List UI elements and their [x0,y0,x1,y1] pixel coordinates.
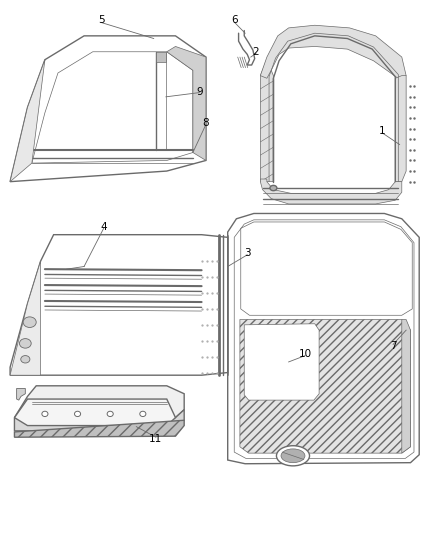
Text: 1: 1 [379,126,385,136]
Polygon shape [402,319,410,453]
Text: 2: 2 [253,47,259,56]
Ellipse shape [19,338,31,348]
Ellipse shape [74,411,81,417]
Polygon shape [260,60,273,182]
Text: 10: 10 [299,349,312,359]
Polygon shape [244,324,319,400]
Text: 6: 6 [231,15,237,25]
Polygon shape [156,52,166,62]
Text: 3: 3 [244,248,251,259]
Text: 7: 7 [390,341,396,351]
Polygon shape [395,76,406,182]
Text: 8: 8 [203,118,209,128]
Polygon shape [14,410,184,431]
Polygon shape [14,420,184,437]
Ellipse shape [21,356,30,363]
Ellipse shape [281,449,305,463]
Polygon shape [260,179,402,204]
Ellipse shape [276,446,310,466]
Text: 5: 5 [98,15,105,25]
Polygon shape [14,399,176,425]
Text: 4: 4 [100,222,107,232]
Ellipse shape [42,411,48,417]
Polygon shape [17,389,25,400]
Polygon shape [167,46,206,160]
Ellipse shape [140,411,146,417]
Ellipse shape [107,411,113,417]
Polygon shape [260,25,406,81]
Polygon shape [10,60,45,182]
Ellipse shape [23,317,36,327]
Polygon shape [14,386,184,418]
Text: 11: 11 [149,434,162,444]
Ellipse shape [270,185,277,191]
Polygon shape [240,319,410,453]
Polygon shape [10,261,41,375]
Text: 9: 9 [196,86,203,96]
